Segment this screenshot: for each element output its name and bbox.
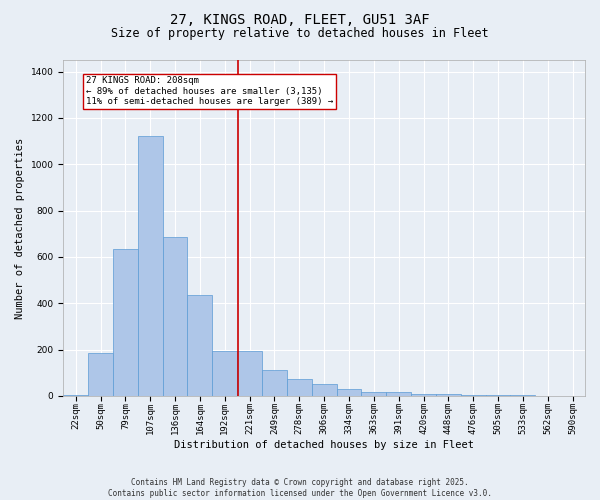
Bar (386, 392, 411, 396)
Bar (212, 351, 237, 396)
Bar (187, 295, 212, 396)
Bar (485, 395, 511, 396)
Bar (411, 394, 436, 396)
Text: Size of property relative to detached houses in Fleet: Size of property relative to detached ho… (111, 28, 489, 40)
Bar (312, 384, 337, 396)
X-axis label: Distribution of detached houses by size in Fleet: Distribution of detached houses by size … (174, 440, 474, 450)
Bar (88, 353, 113, 396)
Bar (262, 370, 287, 396)
Bar (337, 389, 361, 396)
Bar (63, 395, 88, 396)
Bar (461, 395, 485, 396)
Text: 27 KINGS ROAD: 208sqm
← 89% of detached houses are smaller (3,135)
11% of semi-d: 27 KINGS ROAD: 208sqm ← 89% of detached … (86, 76, 333, 106)
Bar (138, 136, 163, 396)
Bar (163, 237, 187, 396)
Bar (436, 394, 461, 396)
Y-axis label: Number of detached properties: Number of detached properties (15, 138, 25, 318)
Text: Contains HM Land Registry data © Crown copyright and database right 2025.
Contai: Contains HM Land Registry data © Crown c… (108, 478, 492, 498)
Bar (237, 351, 262, 396)
Bar (361, 392, 386, 396)
Text: 27, KINGS ROAD, FLEET, GU51 3AF: 27, KINGS ROAD, FLEET, GU51 3AF (170, 12, 430, 26)
Bar (113, 249, 138, 396)
Bar (287, 378, 312, 396)
